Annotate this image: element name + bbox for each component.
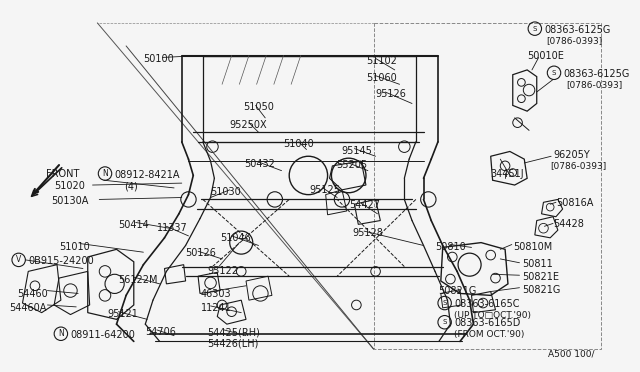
Text: (UP TO□OCT.'90): (UP TO□OCT.'90): [454, 311, 531, 320]
Text: 56122M: 56122M: [118, 275, 158, 285]
Text: 50810: 50810: [435, 242, 466, 251]
Text: A500 100/: A500 100/: [548, 349, 595, 358]
Text: 95250X: 95250X: [230, 120, 268, 130]
Text: 0B915-24200: 0B915-24200: [28, 256, 94, 266]
Text: 50010E: 50010E: [527, 51, 564, 61]
Text: 51050: 51050: [243, 102, 274, 112]
Text: 95125: 95125: [309, 185, 340, 195]
Text: 54706: 54706: [145, 327, 176, 337]
Text: 95128: 95128: [353, 228, 383, 238]
Text: 50821G: 50821G: [522, 285, 561, 295]
Text: 55205: 55205: [336, 160, 367, 170]
Text: S: S: [442, 300, 447, 306]
Text: 51060: 51060: [366, 73, 397, 83]
Text: N: N: [58, 329, 64, 338]
Text: S: S: [552, 70, 556, 76]
Text: 54425(RH): 54425(RH): [207, 327, 260, 337]
Text: 50811: 50811: [522, 259, 553, 269]
Text: 51040: 51040: [284, 139, 314, 149]
Text: 08911-64200: 08911-64200: [70, 330, 135, 340]
Text: 96205Y: 96205Y: [553, 150, 590, 160]
Text: (4): (4): [124, 181, 138, 191]
Text: S: S: [442, 319, 447, 325]
Text: 95122: 95122: [207, 266, 239, 276]
Text: FRONT: FRONT: [45, 169, 79, 179]
Text: [0786-0393]: [0786-0393]: [566, 80, 623, 89]
Text: 11241: 11241: [201, 303, 232, 313]
Text: 54460: 54460: [17, 289, 47, 299]
Text: 50126: 50126: [186, 248, 216, 259]
Text: 08363-6125G: 08363-6125G: [545, 25, 611, 35]
Text: 50100: 50100: [143, 54, 174, 64]
Text: 50130A: 50130A: [51, 196, 89, 206]
Text: 08912-8421A: 08912-8421A: [115, 170, 180, 180]
Text: 50816A: 50816A: [556, 198, 593, 208]
Text: [0786-0393]: [0786-0393]: [547, 36, 603, 45]
Text: 51030: 51030: [211, 187, 241, 197]
Text: 51046: 51046: [220, 233, 251, 243]
Text: 54427: 54427: [349, 201, 380, 211]
Text: [0786-0393]: [0786-0393]: [550, 161, 607, 170]
Text: 08363-6165D: 08363-6165D: [454, 318, 520, 328]
Text: 95126: 95126: [376, 89, 406, 99]
Text: 51020: 51020: [54, 181, 85, 191]
Text: (FROM OCT.'90): (FROM OCT.'90): [454, 330, 525, 339]
Text: 50414: 50414: [118, 219, 149, 230]
Text: 34451J: 34451J: [491, 169, 524, 179]
Text: 51102: 51102: [366, 55, 397, 65]
Text: S: S: [532, 26, 537, 32]
Text: 54426(LH): 54426(LH): [207, 339, 259, 349]
Text: 51010: 51010: [59, 242, 90, 251]
Text: 54428: 54428: [553, 219, 584, 229]
Text: 95145: 95145: [341, 146, 372, 156]
Text: 50810M: 50810M: [513, 242, 552, 251]
Text: 54460A: 54460A: [9, 303, 47, 313]
Text: N: N: [102, 169, 108, 178]
Text: 11337: 11337: [157, 224, 188, 233]
Text: 95121: 95121: [107, 309, 138, 319]
Text: 46303: 46303: [201, 289, 232, 299]
Text: 08363-6125G: 08363-6125G: [564, 69, 630, 79]
Text: V: V: [16, 255, 21, 264]
Text: 50432: 50432: [244, 159, 275, 169]
Text: 50821E: 50821E: [522, 272, 559, 282]
Text: 50821G: 50821G: [438, 286, 476, 296]
Text: 08363-6165C: 08363-6165C: [454, 299, 520, 309]
